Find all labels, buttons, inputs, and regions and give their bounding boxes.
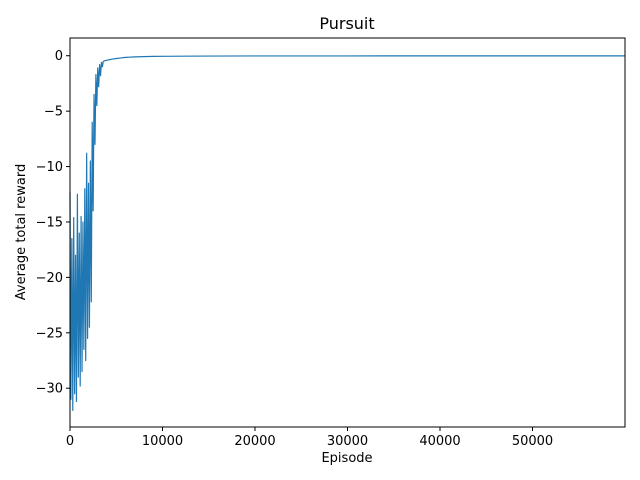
- plot-area: [69, 55, 625, 411]
- series-line-0: [69, 55, 625, 411]
- x-tick-label: 50000: [512, 434, 553, 449]
- y-axis-label: Average total reward: [14, 164, 29, 300]
- y-tick-label: −10: [36, 160, 63, 175]
- y-tick-label: −20: [36, 271, 63, 286]
- y-tick-label: −15: [36, 215, 63, 230]
- x-tick-label: 30000: [327, 434, 368, 449]
- x-tick-label: 40000: [419, 434, 460, 449]
- x-tick-label: 0: [66, 434, 74, 449]
- y-tick-label: 0: [55, 49, 63, 64]
- y-tick-label: −25: [36, 326, 63, 341]
- chart-title: Pursuit: [319, 14, 374, 33]
- y-tick-label: −5: [44, 105, 63, 120]
- x-tick-label: 20000: [234, 434, 275, 449]
- axes-frame: [69, 37, 626, 428]
- y-tick-label: −30: [36, 382, 63, 397]
- x-axis-ticks: 0 10000 20000 30000 40000 50000: [66, 427, 553, 449]
- x-axis-label: Episode: [321, 451, 372, 466]
- x-tick-label: 10000: [142, 434, 183, 449]
- y-axis-ticks: 0 −5 −10 −15 −20 −25 −30: [36, 49, 70, 397]
